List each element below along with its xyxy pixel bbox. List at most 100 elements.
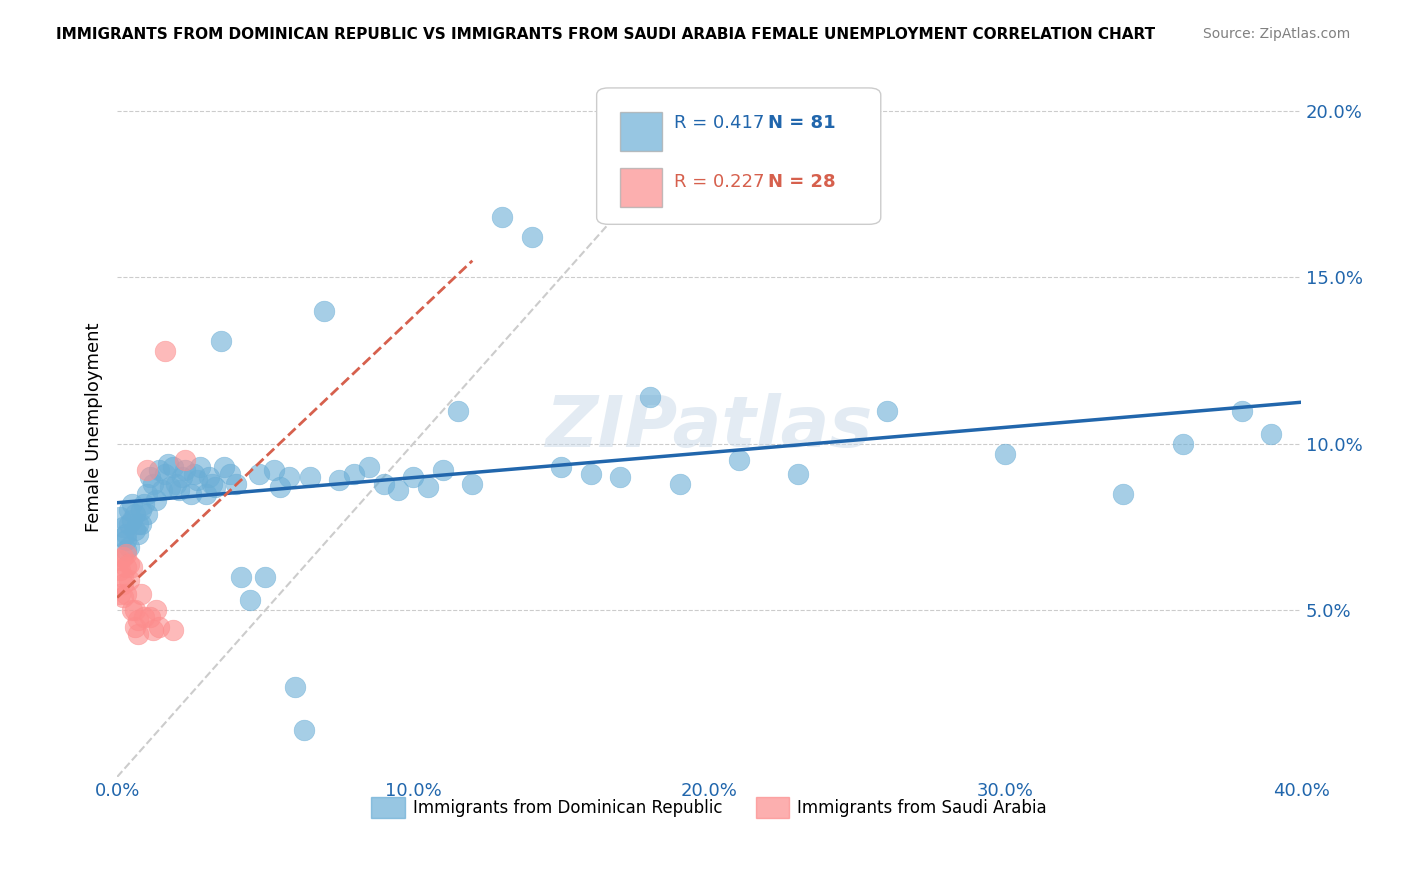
Point [169, 483, 191, 498]
Point [786, 467, 808, 481]
Point [127, 526, 149, 541]
Point [124, 507, 146, 521]
Text: Source: ZipAtlas.com: Source: ZipAtlas.com [1202, 27, 1350, 41]
Point [127, 626, 149, 640]
Point [1112, 487, 1135, 501]
Point [165, 476, 187, 491]
Point [218, 467, 240, 481]
Point [194, 487, 217, 501]
Point [432, 463, 454, 477]
Point [108, 510, 131, 524]
Text: IMMIGRANTS FROM DOMINICAN REPUBLIC VS IMMIGRANTS FROM SAUDI ARABIA FEMALE UNEMPL: IMMIGRANTS FROM DOMINICAN REPUBLIC VS IM… [56, 27, 1156, 42]
Point [638, 390, 661, 404]
Point [121, 497, 143, 511]
Point [127, 613, 149, 627]
Point [387, 483, 409, 498]
Point [145, 603, 167, 617]
Point [1230, 403, 1253, 417]
Point [446, 403, 468, 417]
Point [520, 230, 543, 244]
Point [124, 620, 146, 634]
Point [132, 610, 155, 624]
Point [124, 524, 146, 538]
Point [135, 507, 157, 521]
Point [198, 470, 221, 484]
Point [112, 570, 135, 584]
Point [121, 513, 143, 527]
Point [1171, 437, 1194, 451]
Point [115, 543, 138, 558]
Point [225, 476, 247, 491]
Point [139, 610, 162, 624]
Point [132, 497, 155, 511]
Point [579, 467, 602, 481]
Point [115, 560, 138, 574]
Point [142, 476, 165, 491]
Point [112, 530, 135, 544]
Bar [620, 112, 662, 151]
Legend: Immigrants from Dominican Republic, Immigrants from Saudi Arabia: Immigrants from Dominican Republic, Immi… [364, 791, 1053, 824]
Point [343, 467, 366, 481]
Point [212, 460, 235, 475]
Point [254, 570, 277, 584]
Point [373, 476, 395, 491]
Text: R = 0.417: R = 0.417 [673, 114, 763, 132]
Point [112, 549, 135, 564]
Point [115, 547, 138, 561]
Point [292, 723, 315, 738]
Point [201, 476, 224, 491]
Point [174, 453, 197, 467]
Text: N = 28: N = 28 [768, 173, 837, 192]
Point [115, 533, 138, 548]
Bar [620, 169, 662, 207]
Point [135, 487, 157, 501]
Point [118, 503, 141, 517]
Text: ZIPatlas: ZIPatlas [546, 392, 873, 462]
Point [186, 474, 208, 488]
Point [115, 587, 138, 601]
Point [357, 460, 380, 475]
Point [298, 470, 321, 484]
Point [148, 463, 170, 477]
Point [328, 474, 350, 488]
Point [121, 560, 143, 574]
Point [156, 457, 179, 471]
Point [204, 480, 226, 494]
Point [162, 624, 184, 638]
Point [172, 470, 194, 484]
Point [112, 520, 135, 534]
Point [247, 467, 270, 481]
Text: R = 0.227: R = 0.227 [673, 173, 763, 192]
Point [121, 603, 143, 617]
Point [142, 624, 165, 638]
Point [461, 476, 484, 491]
Point [148, 620, 170, 634]
Point [118, 574, 141, 588]
Point [108, 563, 131, 577]
Point [112, 590, 135, 604]
Point [239, 593, 262, 607]
Y-axis label: Female Unemployment: Female Unemployment [86, 322, 103, 532]
Point [727, 453, 749, 467]
Point [180, 487, 202, 501]
Point [162, 460, 184, 475]
Point [145, 493, 167, 508]
Point [209, 334, 232, 348]
Point [112, 576, 135, 591]
Point [174, 463, 197, 477]
Point [402, 470, 425, 484]
Point [491, 211, 513, 225]
Point [269, 480, 291, 494]
Point [115, 526, 138, 541]
Point [127, 516, 149, 531]
Point [135, 463, 157, 477]
Text: N = 81: N = 81 [768, 114, 837, 132]
Point [108, 553, 131, 567]
Point [231, 570, 253, 584]
Point [153, 343, 176, 358]
Point [183, 467, 205, 481]
Point [139, 470, 162, 484]
Point [1260, 426, 1282, 441]
Point [118, 516, 141, 531]
Point [153, 467, 176, 481]
